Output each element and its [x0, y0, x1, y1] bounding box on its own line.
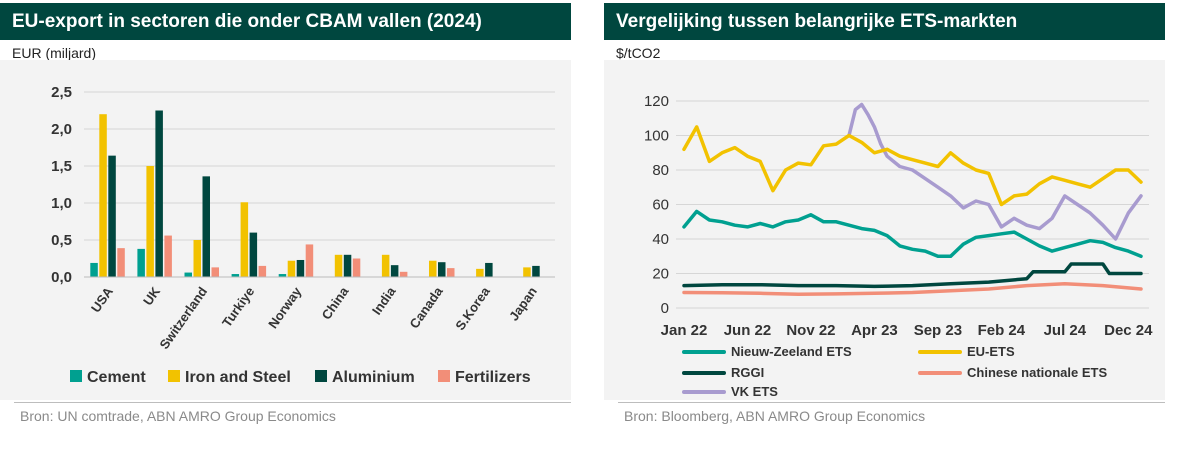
- chart-title: EU-export in sectoren die onder CBAM val…: [0, 3, 571, 40]
- bar: [343, 254, 352, 277]
- y-tick-label: 1,0: [51, 195, 72, 212]
- line-chart: 0 20 40 60 80 100 120 Jan 22 Jun 22 Nov 22 Apr 23 S…: [644, 93, 1153, 399]
- source-divider: [14, 402, 571, 403]
- x-category-label: USA: [88, 284, 116, 316]
- y-tick-label: 80: [652, 162, 669, 179]
- bar: [438, 262, 446, 277]
- source-note: Bron: Bloomberg, ABN AMRO Group Economic…: [624, 408, 926, 424]
- x-tick-label: Apr 23: [851, 322, 898, 339]
- series-line: [847, 102, 1143, 241]
- legend-label: RGGI: [731, 365, 764, 380]
- source-note: Bron: UN comtrade, ABN AMRO Group Econom…: [20, 408, 336, 424]
- y-tick-label: 1,5: [51, 158, 72, 175]
- bar: [231, 274, 240, 277]
- bar: [399, 271, 408, 277]
- y-tick-label: 20: [652, 266, 669, 283]
- series-line: [682, 209, 1143, 259]
- bar: [523, 267, 531, 277]
- x-tick-label: Jun 22: [724, 322, 772, 339]
- chart-title: Vergelijking tussen belangrijke ETS-mark…: [604, 3, 1165, 40]
- legend-swatch: [438, 370, 450, 382]
- bar: [287, 260, 296, 277]
- bar: [305, 244, 314, 277]
- cbam-export-chart-panel: EU-export in sectoren die onder CBAM val…: [0, 0, 580, 453]
- legend-swatch: [70, 370, 82, 382]
- chart-background: [604, 60, 1165, 400]
- x-tick-label: Sep 23: [914, 322, 962, 339]
- x-tick-label: Jan 22: [661, 322, 708, 339]
- legend-label: EU-ETS: [967, 344, 1015, 359]
- legend-swatch: [168, 370, 180, 382]
- x-category-label: Switzerland: [156, 284, 210, 352]
- x-tick-label: Jul 24: [1044, 322, 1087, 339]
- y-tick-label: 2,0: [51, 121, 72, 138]
- bar: [334, 254, 343, 277]
- legend-label: VK ETS: [731, 384, 778, 399]
- y-tick-label: 60: [652, 197, 669, 214]
- series-line: [682, 282, 1143, 296]
- legend-label: Chinese nationale ETS: [967, 365, 1107, 380]
- bar: [164, 235, 172, 277]
- y-tick-label: 40: [652, 231, 669, 248]
- x-category-label: UK: [140, 284, 163, 308]
- bar: [476, 268, 484, 277]
- bar: [193, 240, 201, 277]
- legend-label: Aluminium: [332, 369, 415, 386]
- bar: [99, 114, 107, 277]
- bar: [155, 110, 163, 277]
- y-tick-label: 2,5: [51, 84, 72, 101]
- bar: [447, 268, 455, 277]
- bar: [249, 232, 258, 277]
- bar: [211, 267, 219, 277]
- y-tick-label: 100: [644, 128, 669, 145]
- bar: [146, 166, 154, 277]
- series-line: [682, 125, 1143, 207]
- series-line: [682, 262, 1143, 289]
- bar: [258, 265, 267, 277]
- x-category-label: India: [369, 283, 399, 317]
- chart-background: [0, 60, 571, 400]
- x-category-label: S.Korea: [452, 283, 493, 332]
- bar: [202, 176, 210, 277]
- y-tick-label: 120: [644, 93, 669, 110]
- legend-label: Cement: [87, 369, 146, 386]
- y-axis-unit-label: EUR (miljard): [12, 45, 96, 61]
- y-tick-label: 0,0: [51, 269, 72, 286]
- x-category-label: Turkiye: [219, 284, 257, 330]
- x-tick-label: Nov 22: [786, 322, 835, 339]
- bar: [390, 265, 399, 277]
- bar: [108, 155, 116, 277]
- x-category-label: China: [318, 283, 351, 322]
- x-tick-label: Feb 24: [978, 322, 1026, 339]
- bar: [485, 262, 493, 277]
- bar: [278, 274, 287, 277]
- bar: [532, 265, 540, 277]
- bar: [381, 254, 390, 277]
- bar: [352, 258, 361, 277]
- legend-label: Fertilizers: [455, 369, 531, 386]
- legend-label: Iron and Steel: [185, 369, 291, 386]
- bar: [429, 260, 437, 277]
- x-category-label: Norway: [265, 283, 305, 331]
- ets-comparison-chart-panel: Vergelijking tussen belangrijke ETS-mark…: [604, 0, 1184, 453]
- x-category-label: Canada: [406, 283, 446, 331]
- legend-swatch: [315, 370, 327, 382]
- y-tick-label: 0,5: [51, 232, 72, 249]
- bar: [240, 202, 249, 277]
- y-axis-unit-label: $/tCO2: [616, 45, 661, 61]
- bar: [137, 248, 145, 277]
- bar: [90, 262, 98, 277]
- bar: [296, 259, 305, 277]
- y-tick-label: 0: [661, 300, 669, 317]
- legend-label: Nieuw-Zeeland ETS: [731, 344, 852, 359]
- bar: [117, 248, 125, 277]
- source-divider: [618, 402, 1165, 403]
- bar: [184, 272, 192, 277]
- x-category-label: Japan: [506, 284, 540, 323]
- x-tick-label: Dec 24: [1104, 322, 1153, 339]
